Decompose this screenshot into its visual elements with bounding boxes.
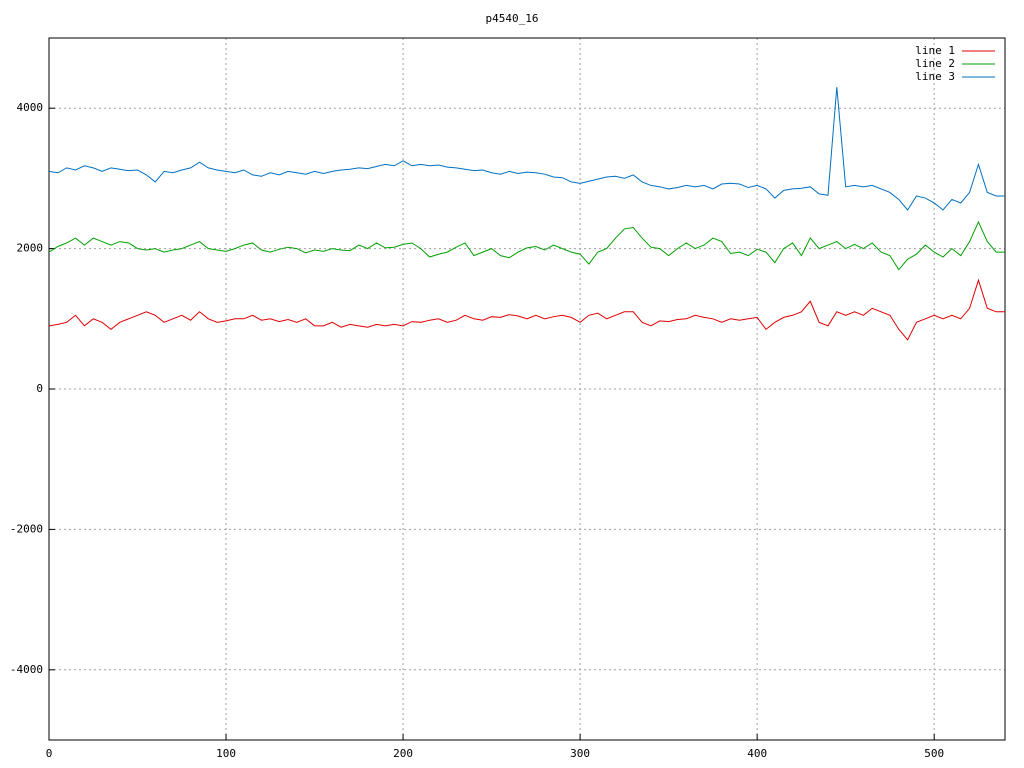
x-tick-label: 200 [393, 747, 413, 760]
plot-frame [48, 37, 1006, 741]
y-tick-label: 0 [36, 382, 43, 395]
x-tick-label: 100 [216, 747, 236, 760]
series-line [48, 220, 1005, 271]
y-tick-label: 2000 [17, 242, 44, 255]
series-line [48, 278, 1005, 341]
legend-label: line 2 [915, 57, 955, 70]
legend-label: line 3 [915, 70, 955, 83]
series-line [48, 87, 1005, 211]
y-tick-label: -2000 [10, 522, 43, 535]
x-tick-label: 400 [747, 747, 767, 760]
x-tick-label: 500 [924, 747, 944, 760]
x-tick-label: 300 [570, 747, 590, 760]
y-tick-label: -4000 [10, 663, 43, 676]
x-tick-label: 0 [46, 747, 53, 760]
chart-title: p4540_16 [486, 12, 539, 25]
legend-label: line 1 [915, 44, 955, 57]
y-tick-label: 4000 [17, 101, 44, 114]
